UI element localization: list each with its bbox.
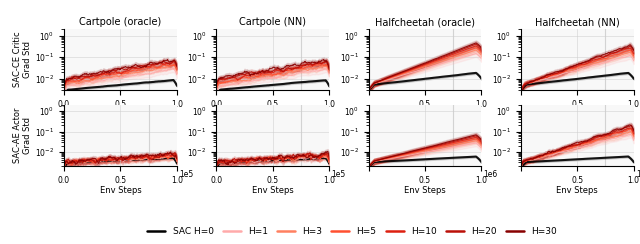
Y-axis label: SAC-AE Actor
Grad Std: SAC-AE Actor Grad Std bbox=[13, 108, 33, 163]
Title: Cartpole (oracle): Cartpole (oracle) bbox=[79, 17, 161, 27]
X-axis label: Env Steps: Env Steps bbox=[100, 186, 141, 195]
Legend: SAC H=0, H=1, H=3, H=5, H=10, H=20, H=30: SAC H=0, H=1, H=3, H=5, H=10, H=20, H=30 bbox=[144, 223, 560, 240]
Y-axis label: SAC-CE Critic
Grad Std: SAC-CE Critic Grad Std bbox=[13, 32, 33, 87]
Title: Cartpole (NN): Cartpole (NN) bbox=[239, 17, 306, 27]
X-axis label: Env Steps: Env Steps bbox=[252, 186, 294, 195]
X-axis label: Env Steps: Env Steps bbox=[556, 186, 598, 195]
Text: 1e6: 1e6 bbox=[484, 170, 498, 179]
Title: Halfcheetah (NN): Halfcheetah (NN) bbox=[535, 17, 620, 27]
X-axis label: Env Steps: Env Steps bbox=[404, 186, 446, 195]
Title: Halfcheetah (oracle): Halfcheetah (oracle) bbox=[375, 17, 475, 27]
Text: 1e6: 1e6 bbox=[636, 170, 640, 179]
Text: 1e5: 1e5 bbox=[179, 170, 193, 179]
Text: 1e5: 1e5 bbox=[332, 170, 346, 179]
